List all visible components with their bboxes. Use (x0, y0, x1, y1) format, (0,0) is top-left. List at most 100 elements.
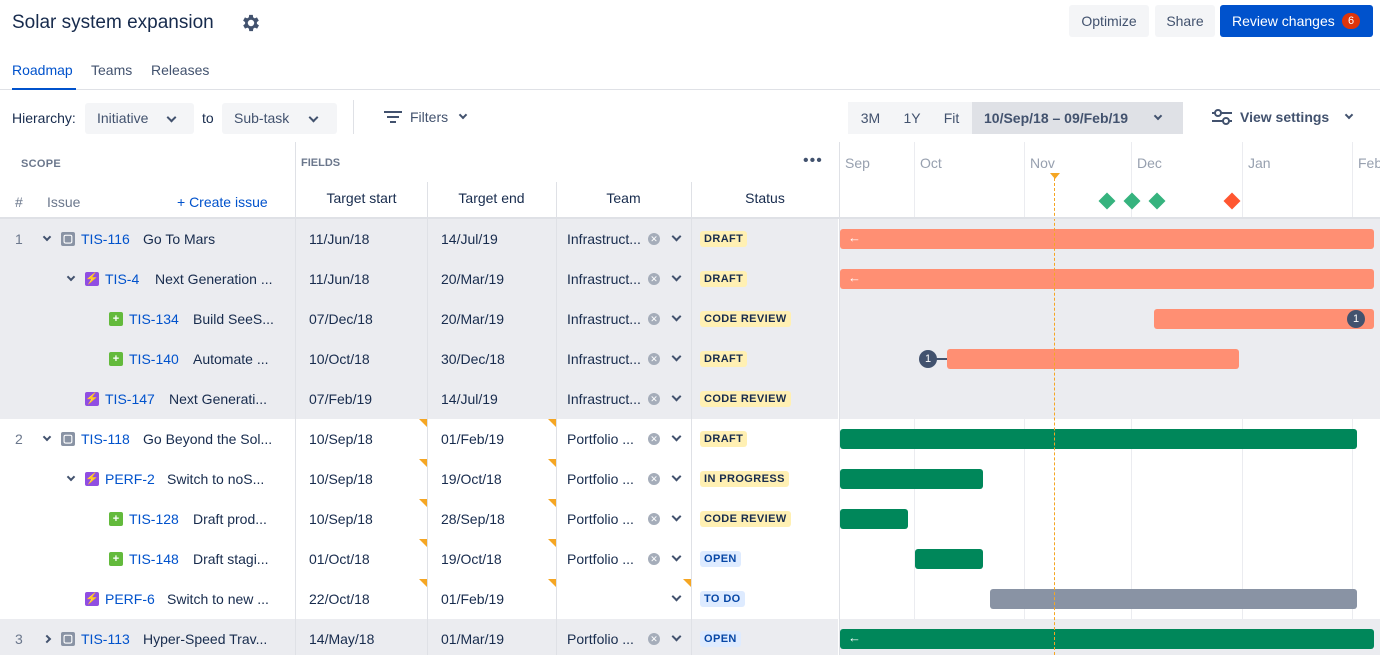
status-badge[interactable]: DRAFT (700, 351, 748, 367)
schedule-bar[interactable] (915, 549, 983, 569)
schedule-bar[interactable] (990, 589, 1357, 609)
clear-icon[interactable]: ✕ (648, 313, 660, 325)
tab-roadmap[interactable]: Roadmap (12, 62, 73, 78)
milestone-icon[interactable] (1123, 192, 1141, 210)
target-end-cell[interactable]: 19/Oct/18 (441, 551, 502, 567)
status-badge[interactable]: OPEN (700, 551, 741, 567)
status-badge[interactable]: CODE REVIEW (700, 511, 791, 527)
issue-key-link[interactable]: TIS-147 (105, 391, 155, 407)
dependency-badge[interactable]: 1 (1347, 310, 1365, 328)
gear-icon[interactable] (240, 12, 262, 34)
target-end-cell[interactable]: 28/Sep/18 (441, 511, 505, 527)
date-range-select[interactable]: 10/Sep/18 – 09/Feb/19 (972, 102, 1183, 134)
issue-summary[interactable]: Next Generation ... (155, 271, 273, 287)
table-row[interactable]: + TIS-134 Build SeeS... 07/Dec/18 20/Mar/19 I… (0, 299, 1380, 339)
table-row[interactable]: 1 ▢ TIS-116 Go To Mars 11/Jun/18 14/Jul/19 Inf… (0, 219, 1380, 259)
table-row[interactable]: ⚡ TIS-147 Next Generati... 07/Feb/19 14/Jul/… (0, 379, 1380, 419)
issue-key-link[interactable]: TIS-113 (81, 631, 130, 647)
clear-icon[interactable]: ✕ (648, 273, 660, 285)
target-end-cell[interactable]: 14/Jul/19 (441, 391, 498, 407)
issue-summary[interactable]: Draft prod... (193, 511, 267, 527)
issue-key-link[interactable]: TIS-4 (105, 271, 140, 287)
status-badge[interactable]: CODE REVIEW (700, 391, 791, 407)
issue-summary[interactable]: Hyper-Speed Trav... (143, 631, 268, 647)
schedule-bar[interactable] (1154, 309, 1374, 329)
target-end-cell[interactable]: 20/Mar/19 (441, 311, 505, 327)
table-row[interactable]: 2 ▢ TIS-118 Go Beyond the Sol... 10/Sep/18 01… (0, 419, 1380, 459)
issue-key-link[interactable]: PERF-6 (105, 591, 155, 607)
status-badge[interactable]: DRAFT (700, 431, 748, 447)
target-end-cell[interactable]: 01/Mar/19 (441, 631, 505, 647)
schedule-bar[interactable] (840, 429, 1357, 449)
issue-key-link[interactable]: TIS-140 (129, 351, 179, 367)
milestone-icon[interactable] (1098, 192, 1116, 210)
team-value[interactable]: Infrastruct... (567, 271, 641, 287)
table-row[interactable]: ⚡ TIS-4 Next Generation ... 11/Jun/18 20/Mar… (0, 259, 1380, 299)
milestone-warning-icon[interactable] (1223, 192, 1241, 210)
issue-summary[interactable]: Draft stagi... (193, 551, 269, 567)
clear-icon[interactable]: ✕ (648, 473, 660, 485)
clear-icon[interactable]: ✕ (648, 553, 660, 565)
issue-key-link[interactable]: TIS-134 (129, 311, 179, 327)
table-row[interactable]: 3 ▢ TIS-113 Hyper-Speed Trav... 14/May/18 01/… (0, 619, 1380, 655)
target-start-cell[interactable]: 07/Feb/19 (309, 391, 373, 407)
optimize-button[interactable]: Optimize (1069, 5, 1149, 37)
team-value[interactable]: Portfolio ... (567, 431, 634, 447)
schedule-bar[interactable]: ← (840, 229, 1374, 249)
clear-icon[interactable]: ✕ (648, 633, 660, 645)
target-end-cell[interactable]: 20/Mar/19 (441, 271, 505, 287)
view-settings-button[interactable]: View settings (1212, 109, 1354, 125)
filters-button[interactable]: Filters (384, 109, 468, 125)
milestone-icon[interactable] (1148, 192, 1166, 210)
zoom-3m[interactable]: 3M (848, 102, 893, 134)
team-value[interactable]: Infrastruct... (567, 311, 641, 327)
review-changes-button[interactable]: Review changes 6 (1220, 5, 1373, 37)
target-end-cell[interactable]: 01/Feb/19 (441, 431, 505, 447)
issue-summary[interactable]: Go To Mars (143, 231, 216, 247)
issue-key-link[interactable]: TIS-118 (81, 431, 130, 447)
column-target-end[interactable]: Target end (458, 190, 525, 206)
table-row[interactable]: + TIS-128 Draft prod... 10/Sep/18 28/Sep/18 P… (0, 499, 1380, 539)
clear-icon[interactable]: ✕ (648, 233, 660, 245)
issue-key-link[interactable]: PERF-2 (105, 471, 155, 487)
clear-icon[interactable]: ✕ (648, 353, 660, 365)
target-start-cell[interactable]: 11/Jun/18 (309, 231, 370, 247)
target-start-cell[interactable]: 10/Sep/18 (309, 471, 373, 487)
target-start-cell[interactable]: 14/May/18 (309, 631, 375, 647)
issue-summary[interactable]: Automate ... (193, 351, 269, 367)
team-value[interactable]: Infrastruct... (567, 351, 641, 367)
schedule-bar[interactable] (840, 469, 983, 489)
target-start-cell[interactable]: 10/Oct/18 (309, 351, 370, 367)
table-row[interactable]: ⚡ PERF-2 Switch to noS... 10/Sep/18 19/Oct/1… (0, 459, 1380, 499)
tab-teams[interactable]: Teams (91, 62, 133, 78)
table-row[interactable]: ⚡ PERF-6 Switch to new ... 22/Oct/18 01/Feb/… (0, 579, 1380, 619)
zoom-fit[interactable]: Fit (931, 102, 972, 134)
clear-icon[interactable]: ✕ (648, 393, 660, 405)
hierarchy-to-select[interactable]: Sub-task (222, 103, 337, 134)
share-button[interactable]: Share (1155, 5, 1215, 37)
status-badge[interactable]: TO DO (700, 591, 745, 607)
issue-key-link[interactable]: TIS-148 (129, 551, 179, 567)
issue-summary[interactable]: Next Generati... (169, 391, 268, 407)
clear-icon[interactable]: ✕ (648, 433, 660, 445)
issue-key-link[interactable]: TIS-116 (81, 231, 130, 247)
team-value[interactable]: Portfolio ... (567, 471, 634, 487)
team-value[interactable]: Infrastruct... (567, 231, 641, 247)
table-row[interactable]: + TIS-140 Automate ... 10/Oct/18 30/Dec/18 In… (0, 339, 1380, 379)
issue-summary[interactable]: Build SeeS... (193, 311, 274, 327)
schedule-bar[interactable] (947, 349, 1239, 369)
column-status[interactable]: Status (745, 190, 785, 206)
status-badge[interactable]: CODE REVIEW (700, 311, 791, 327)
issue-summary[interactable]: Switch to noS... (167, 471, 265, 487)
create-issue-button[interactable]: + Create issue (177, 194, 268, 210)
status-badge[interactable]: OPEN (700, 631, 741, 647)
hierarchy-from-select[interactable]: Initiative (85, 103, 194, 134)
target-end-cell[interactable]: 30/Dec/18 (441, 351, 505, 367)
zoom-1y[interactable]: 1Y (893, 102, 931, 134)
tab-releases[interactable]: Releases (151, 62, 210, 78)
table-row[interactable]: + TIS-148 Draft stagi... 01/Oct/18 19/Oct/18… (0, 539, 1380, 579)
schedule-bar[interactable]: ← (840, 629, 1374, 649)
column-target-start[interactable]: Target start (326, 190, 397, 206)
schedule-bar[interactable]: ← (840, 269, 1374, 289)
target-end-cell[interactable]: 19/Oct/18 (441, 471, 502, 487)
